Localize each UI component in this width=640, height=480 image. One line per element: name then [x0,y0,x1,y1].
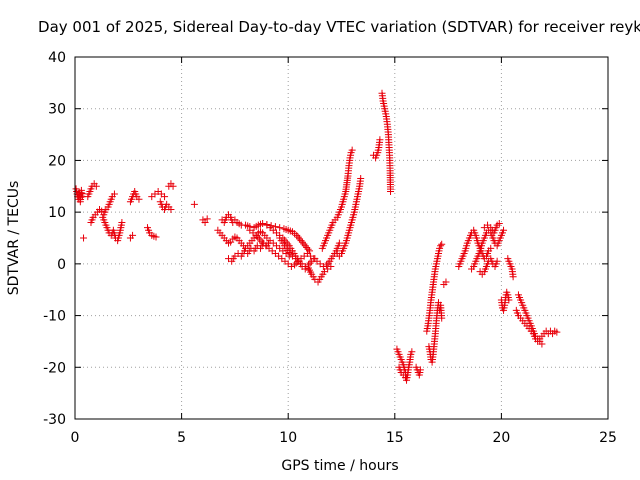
data-point [495,220,503,228]
data-point [300,240,308,248]
data-point [304,245,312,253]
x-axis-label: GPS time / hours [281,458,398,474]
data-point [304,261,312,269]
data-point [161,193,169,201]
data-point [306,259,314,267]
data-point [77,186,85,194]
data-point [493,257,501,265]
data-point [135,195,143,203]
data-point [438,314,446,322]
data-point [282,238,290,246]
data-point [293,231,301,239]
data-point [327,262,335,270]
data-point [296,235,304,243]
data-point [298,238,306,246]
y-tick-label: 20 [48,153,66,169]
data-point [297,237,305,245]
data-point [254,233,262,241]
data-point [416,366,424,374]
data-point [284,240,292,248]
data-point [201,218,209,226]
data-point [285,248,293,256]
y-tick-label: -20 [43,360,66,376]
data-point [92,182,100,190]
data-point [287,250,295,258]
data-point [259,220,267,228]
x-tick-label: 0 [71,430,80,446]
y-tick-label: 10 [48,205,66,221]
plot-frame [74,56,609,420]
data-point [442,278,450,286]
data-point [190,200,198,208]
data-point [203,215,211,223]
chart-title: Day 001 of 2025, Sidereal Day-to-day VTE… [38,18,640,36]
data-point [271,223,279,231]
data-point [294,233,302,241]
y-tick-label: 40 [48,50,66,66]
y-tick-label: 0 [57,257,66,273]
data-points [72,89,561,384]
data-point [509,273,517,281]
data-point [301,262,309,270]
x-tick-label: 5 [177,430,186,446]
data-point [376,136,384,144]
data-point [167,206,175,214]
data-point [348,146,356,154]
y-tick-label: 30 [48,102,66,118]
data-point [152,233,160,241]
data-point [437,242,445,250]
data-point [98,207,106,215]
y-axis-ticks: -30 -20 -10 0 10 20 30 40 [43,50,608,428]
data-point [335,239,343,247]
data-point [252,231,260,239]
data-point [553,328,561,336]
data-point [303,243,311,251]
data-point [287,262,295,270]
data-point [118,218,126,226]
data-point [276,224,284,232]
y-tick-label: -30 [43,412,66,428]
data-point [129,231,137,239]
data-point [301,242,309,250]
x-tick-label: 25 [599,430,617,446]
grid-lines [75,57,608,419]
data-point [505,296,513,304]
data-point [401,374,409,382]
data-point [387,187,395,195]
data-point [538,340,546,348]
data-point [311,255,319,263]
x-axis-ticks: 0 5 10 15 20 25 [71,57,617,446]
data-point [408,348,416,356]
data-point [169,182,177,190]
data-point [487,244,495,252]
x-tick-label: 20 [492,430,510,446]
data-point [438,240,446,248]
data-point [80,234,88,242]
data-point [357,175,365,183]
data-point [319,262,327,270]
data-point [291,261,299,269]
data-point [110,190,118,198]
x-tick-label: 10 [279,430,297,446]
data-point [500,226,508,234]
y-axis-label: SDTVAR / TECUs [6,181,22,296]
y-tick-label: -10 [43,309,66,325]
x-tick-label: 15 [386,430,404,446]
data-point [78,190,86,198]
data-point [323,261,331,269]
